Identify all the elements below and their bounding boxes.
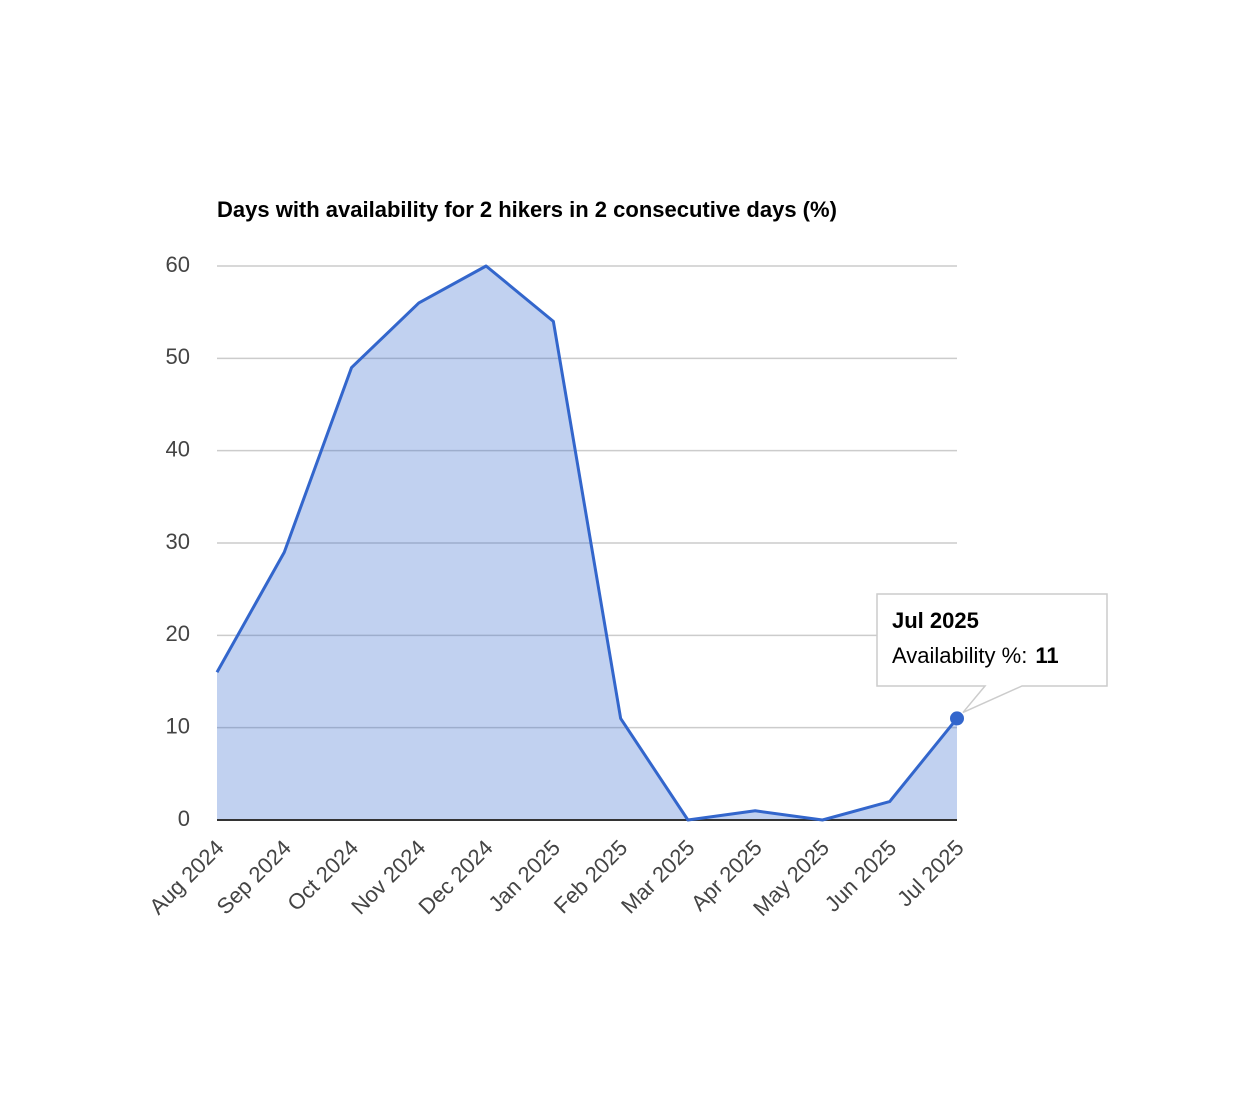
x-tick-label: Jul 2025 [892, 835, 969, 912]
y-tick-label: 50 [166, 344, 190, 369]
y-tick-label: 60 [166, 252, 190, 277]
y-tick-label: 0 [178, 806, 190, 831]
y-tick-label: 40 [166, 436, 190, 461]
tooltip-label: Availability %: [892, 643, 1027, 668]
chart-title: Days with availability for 2 hikers in 2… [217, 197, 837, 222]
tooltip-title: Jul 2025 [892, 608, 979, 633]
y-tick-label: 20 [166, 621, 190, 646]
x-tick-label: Sep 2024 [212, 835, 296, 919]
y-tick-label: 10 [166, 713, 190, 738]
x-tick-label: Mar 2025 [616, 835, 699, 918]
y-tick-label: 30 [166, 529, 190, 554]
tooltip-value: 11 [1035, 643, 1058, 668]
tooltip-text: Availability %: 11 [892, 643, 1059, 668]
area-line [215, 264, 959, 822]
highlight-point [950, 711, 964, 726]
x-tick-label: Jun 2025 [820, 835, 902, 917]
x-tick-label: Feb 2025 [549, 835, 632, 918]
x-tick-label: Dec 2024 [413, 835, 497, 919]
tooltip-box [876, 593, 1108, 714]
area-fill [217, 266, 957, 820]
